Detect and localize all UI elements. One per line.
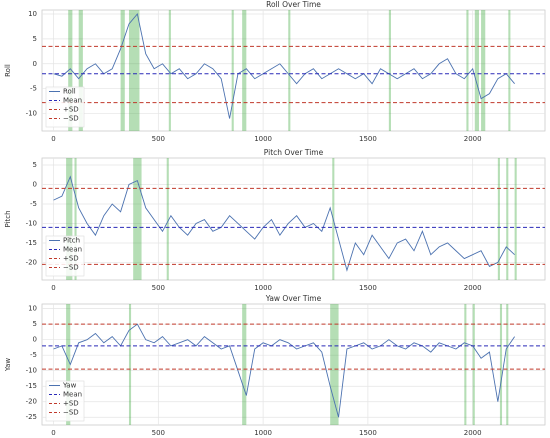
y-tick-label: 0 (33, 181, 37, 189)
x-tick-label: 500 (152, 429, 165, 437)
x-tick-label: 0 (51, 429, 55, 437)
x-tick-label: 1500 (359, 135, 377, 143)
legend-label: +SD (63, 106, 79, 114)
legend-label: −SD (63, 409, 79, 417)
plot-area (41, 9, 546, 132)
x-tick-label: 0 (51, 284, 55, 292)
legend-label: −SD (63, 264, 79, 272)
y-tick-label: 0 (33, 336, 37, 344)
anomaly-span (506, 158, 509, 280)
legend-label: −SD (63, 115, 79, 123)
anomaly-span (231, 10, 234, 131)
x-tick-label: 500 (152, 135, 165, 143)
y-axis-label: Yaw (4, 358, 12, 373)
y-axis-label: Roll (4, 64, 12, 77)
legend-label: +SD (63, 255, 79, 263)
x-tick-label: 1500 (359, 284, 377, 292)
anomaly-span (481, 10, 486, 131)
chart-title: Roll Over Time (266, 0, 321, 9)
x-tick-label: 1000 (254, 284, 272, 292)
anomaly-span (474, 10, 479, 131)
anomaly-span (506, 304, 509, 425)
anomaly-span (166, 158, 169, 280)
anomaly-span (74, 158, 77, 280)
x-tick-label: 1000 (254, 429, 272, 437)
y-tick-label: -20 (26, 398, 37, 406)
anomaly-span (499, 304, 503, 425)
y-tick-label: 0 (33, 60, 37, 68)
legend-box (45, 86, 85, 128)
series-line (53, 323, 515, 418)
x-tick-label: 2000 (464, 284, 482, 292)
y-tick-label: 5 (33, 35, 37, 43)
y-tick-label: 10 (28, 10, 37, 18)
chart-title: Yaw Over Time (265, 294, 322, 303)
anomaly-span (497, 158, 500, 280)
y-tick-label: -25 (26, 413, 37, 421)
anomaly-span (472, 304, 475, 425)
anomaly-span (330, 304, 339, 425)
legend-label: Yaw (62, 382, 77, 390)
legend-label: Mean (63, 97, 82, 105)
legend-box (45, 380, 85, 422)
anomaly-span (66, 158, 73, 280)
anomaly-span (68, 10, 73, 131)
y-tick-label: -15 (26, 239, 37, 247)
y-tick-label: -5 (30, 351, 37, 359)
y-tick-label: -10 (26, 110, 37, 118)
legend-label: +SD (63, 400, 79, 408)
anomaly-span (128, 10, 140, 131)
x-tick-label: 2000 (464, 429, 482, 437)
legend-box (45, 235, 85, 277)
anomaly-span (466, 10, 469, 131)
series-line (53, 175, 515, 272)
x-tick-label: 1500 (359, 429, 377, 437)
y-tick-label: 5 (33, 320, 37, 328)
anomaly-span (78, 10, 83, 131)
chart-title: Pitch Over Time (264, 148, 324, 157)
anomaly-span (242, 304, 247, 425)
y-tick-label: 10 (28, 305, 37, 313)
legend-label: Mean (63, 391, 82, 399)
y-tick-label: -20 (26, 258, 37, 266)
legend-label: Mean (63, 246, 82, 254)
y-tick-label: 5 (33, 161, 37, 169)
y-tick-label: -15 (26, 382, 37, 390)
y-tick-label: -5 (30, 85, 37, 93)
anomaly-span (288, 10, 291, 131)
y-tick-label: -5 (30, 200, 37, 208)
x-tick-label: 1000 (254, 135, 272, 143)
anomaly-span (388, 10, 391, 131)
anomaly-span (508, 10, 511, 131)
anomaly-span (464, 304, 467, 425)
legend-label: Pitch (63, 237, 80, 245)
series-line (53, 12, 515, 119)
plot-area (41, 303, 546, 426)
x-tick-label: 500 (152, 284, 165, 292)
y-tick-label: -10 (26, 219, 37, 227)
x-tick-label: 2000 (464, 135, 482, 143)
anomaly-span (514, 158, 517, 280)
anomaly-span (168, 10, 171, 131)
anomaly-span (128, 304, 132, 425)
anomaly-span (66, 304, 71, 425)
anomaly-span (133, 158, 142, 280)
y-tick-label: -10 (26, 367, 37, 375)
anomaly-span (120, 10, 125, 131)
x-tick-label: 0 (51, 135, 55, 143)
y-axis-label: Pitch (4, 210, 12, 227)
legend-label: Roll (63, 88, 76, 96)
